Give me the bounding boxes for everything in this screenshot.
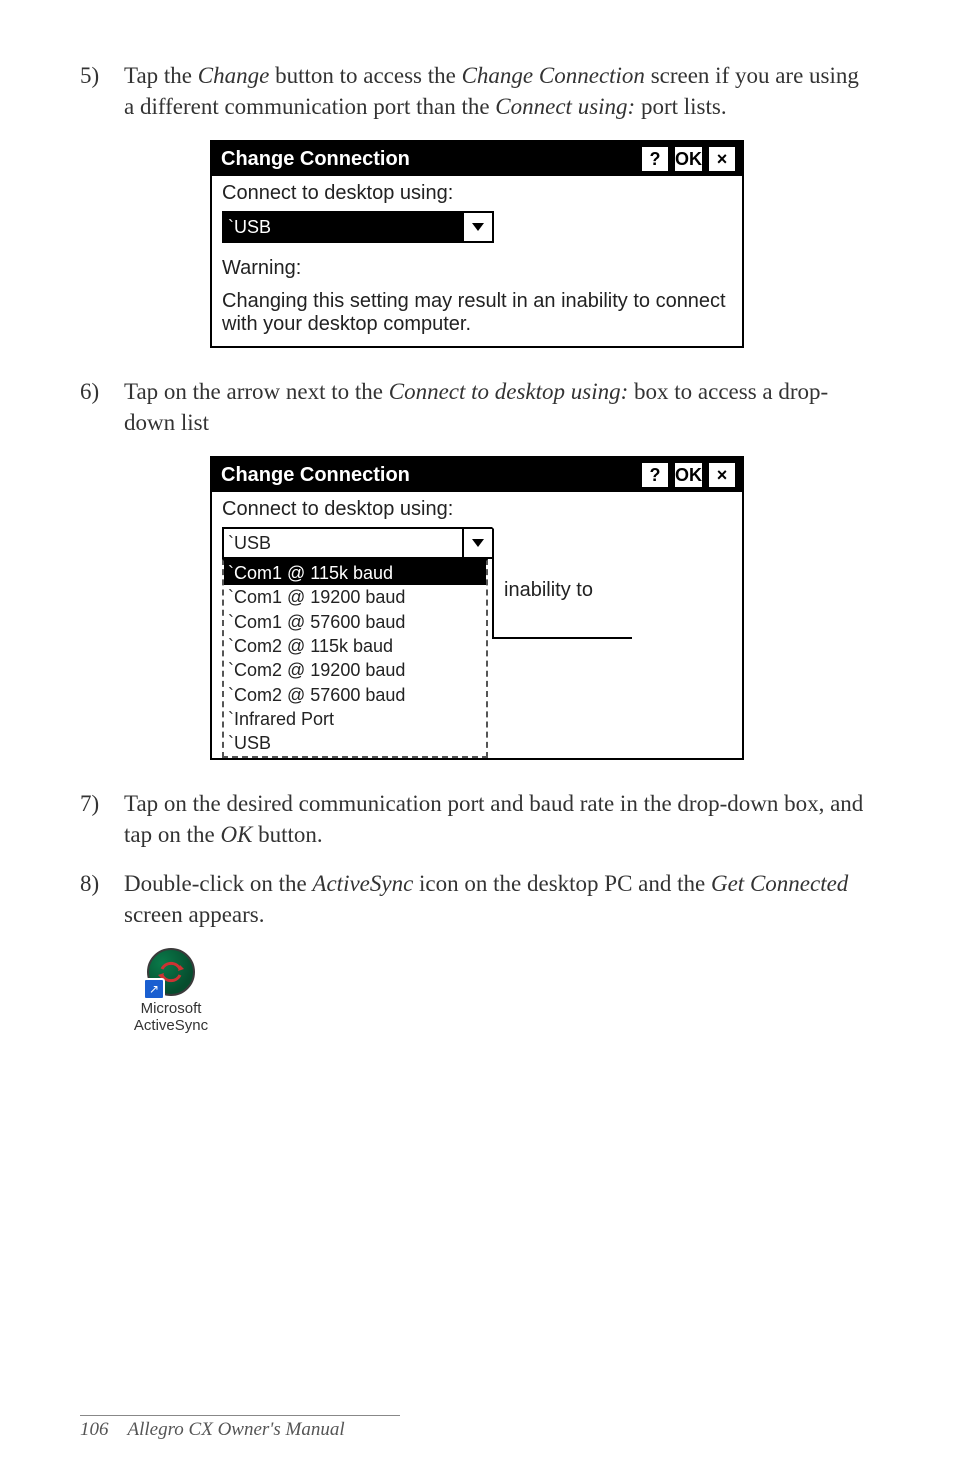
- dropdown-option[interactable]: `Com2 @ 19200 baud: [224, 658, 486, 682]
- step-5: 5) Tap the Change button to access the C…: [80, 60, 874, 122]
- page-number: 106: [80, 1419, 109, 1440]
- partial-warning-text: inability to: [492, 527, 632, 639]
- step-text: Double-click on the ActiveSync icon on t…: [124, 868, 874, 930]
- help-button[interactable]: ?: [640, 145, 670, 173]
- dialog-body: Connect to desktop using: `USB `Com1 @ 1…: [212, 492, 742, 757]
- dropdown-option[interactable]: `Com1 @ 19200 baud: [224, 585, 486, 609]
- step-number: 8): [80, 868, 124, 930]
- chevron-down-icon[interactable]: [462, 213, 492, 241]
- step-text: Tap the Change button to access the Chan…: [124, 60, 874, 122]
- dropdown-option[interactable]: `Com1 @ 57600 baud: [224, 610, 486, 634]
- close-button[interactable]: ×: [707, 461, 737, 489]
- dropdown-option[interactable]: `Infrared Port: [224, 707, 486, 731]
- titlebar: Change Connection ? OK ×: [212, 142, 742, 176]
- connection-combobox[interactable]: `USB: [222, 527, 494, 559]
- step-8: 8) Double-click on the ActiveSync icon o…: [80, 868, 874, 930]
- connection-dropdown-list[interactable]: `Com1 @ 115k baud `Com1 @ 19200 baud `Co…: [222, 559, 488, 757]
- activesync-shortcut[interactable]: Microsoft ActiveSync: [126, 948, 216, 1035]
- shortcut-badge-icon: [143, 978, 165, 1000]
- ok-button[interactable]: OK: [673, 145, 704, 173]
- dialog-title: Change Connection: [217, 464, 637, 487]
- combobox-value: `USB: [224, 529, 462, 557]
- icon-label-line2: ActiveSync: [126, 1017, 216, 1034]
- dropdown-option[interactable]: `Com2 @ 115k baud: [224, 634, 486, 658]
- dropdown-option[interactable]: `Com2 @ 57600 baud: [224, 683, 486, 707]
- dialog-body: Connect to desktop using: `USB Warning: …: [212, 176, 742, 346]
- dropdown-option[interactable]: `USB: [224, 731, 486, 755]
- step-6: 6) Tap on the arrow next to the Connect …: [80, 376, 874, 438]
- dialog-title: Change Connection: [217, 148, 637, 171]
- combobox-value: `USB: [224, 213, 462, 241]
- step-text: Tap on the desired communication port an…: [124, 788, 874, 850]
- page-footer: 106 Allegro CX Owner's Manual: [80, 1415, 400, 1441]
- connect-label: Connect to desktop using:: [222, 182, 732, 205]
- step-number: 7): [80, 788, 124, 850]
- help-button[interactable]: ?: [640, 461, 670, 489]
- step-text: Tap on the arrow next to the Connect to …: [124, 376, 874, 438]
- chevron-down-icon[interactable]: [462, 529, 492, 557]
- ok-button[interactable]: OK: [673, 461, 704, 489]
- close-button[interactable]: ×: [707, 145, 737, 173]
- connection-combobox[interactable]: `USB: [222, 211, 494, 243]
- step-number: 6): [80, 376, 124, 438]
- manual-title: Allegro CX Owner's Manual: [128, 1419, 345, 1440]
- step-number: 5): [80, 60, 124, 122]
- change-connection-dialog-1: Change Connection ? OK × Connect to desk…: [210, 140, 744, 348]
- warning-text: Changing this setting may result in an i…: [222, 290, 732, 336]
- document-page: 5) Tap the Change button to access the C…: [0, 0, 954, 1475]
- activesync-icon: [147, 948, 195, 996]
- warning-label: Warning:: [222, 257, 732, 280]
- titlebar: Change Connection ? OK ×: [212, 458, 742, 492]
- connect-label: Connect to desktop using:: [222, 498, 732, 521]
- icon-label-line1: Microsoft: [126, 1000, 216, 1017]
- dropdown-option[interactable]: `Com1 @ 115k baud: [224, 561, 486, 585]
- step-7: 7) Tap on the desired communication port…: [80, 788, 874, 850]
- change-connection-dialog-2: Change Connection ? OK × Connect to desk…: [210, 456, 744, 759]
